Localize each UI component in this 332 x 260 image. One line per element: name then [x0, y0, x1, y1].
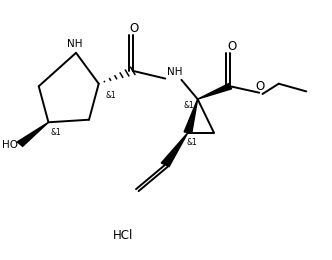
Text: HCl: HCl: [113, 229, 133, 242]
Text: NH: NH: [167, 67, 182, 77]
Text: O: O: [227, 40, 236, 53]
Polygon shape: [161, 133, 188, 166]
Text: &1: &1: [50, 128, 61, 137]
Text: HO: HO: [2, 140, 18, 151]
Polygon shape: [17, 122, 48, 146]
Text: O: O: [130, 22, 139, 35]
Text: O: O: [255, 80, 265, 93]
Text: &1: &1: [106, 91, 117, 100]
Text: &1: &1: [186, 138, 197, 147]
Text: NH: NH: [67, 39, 82, 49]
Text: &1: &1: [183, 101, 194, 110]
Polygon shape: [184, 99, 198, 133]
Polygon shape: [198, 84, 232, 99]
